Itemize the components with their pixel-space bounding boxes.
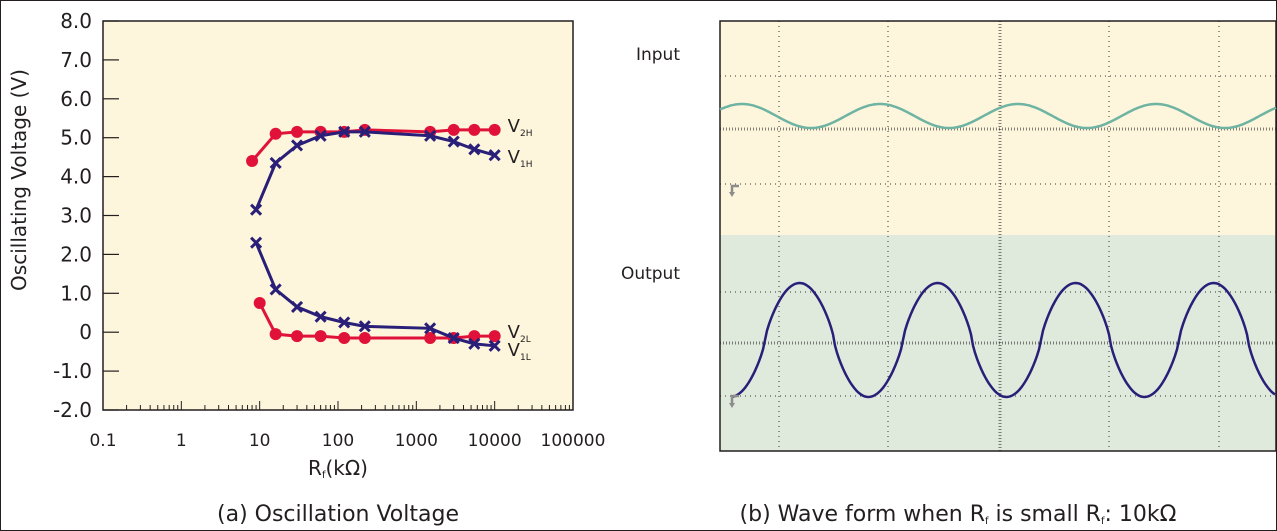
output-trace-label: Output (621, 264, 680, 284)
ground-marker-output (729, 394, 739, 408)
series-line-V1H (254, 130, 496, 211)
input-waveform (719, 102, 1277, 130)
data-point-V2H (269, 127, 282, 140)
data-point-V1L (338, 316, 351, 329)
x-tick-label: 1 (176, 431, 187, 451)
y-tick-label: -1.0 (53, 359, 92, 383)
data-point-V2L (291, 330, 304, 343)
x-tick-label: 1000 (395, 431, 438, 451)
output-panel (720, 235, 1276, 451)
data-point-V2L (488, 330, 501, 343)
series-label-V1L: V1L (508, 340, 531, 363)
chart-a-x-axis-label: Rf(kΩ) (308, 456, 368, 481)
data-point-V1L (290, 300, 304, 313)
chart-a-caption: (a) Oscillation Voltage (217, 502, 459, 527)
y-tick-label: -2.0 (53, 398, 92, 422)
data-point-V1H (250, 203, 263, 216)
y-tick-label: 1.0 (60, 281, 92, 305)
series-line-V1L (254, 242, 495, 348)
data-point-V1L (250, 236, 263, 249)
chart-a-y-axis: 8.0 7.0 6.0 5.0 4.0 3.0 2.0 1.0 0 -1.0 -2.0 (53, 9, 119, 422)
data-point-V2L (253, 297, 266, 310)
series-label-V1H: V1H (508, 147, 533, 170)
data-point-V1H (468, 143, 481, 156)
oscillation-voltage-chart: 8.0 7.0 6.0 5.0 4.0 3.0 2.0 1.0 0 -1.0 -2.0 0.1 1 10… (7, 9, 605, 527)
data-point-V1H (338, 125, 351, 138)
x-tick-label: 10000 (468, 431, 522, 451)
x-tick-label: 0.1 (89, 431, 116, 451)
data-point-V1H (447, 135, 460, 148)
y-tick-label: 7.0 (60, 48, 92, 72)
y-tick-label: 8.0 (60, 9, 92, 33)
data-point-V1L (424, 322, 437, 335)
waveform-frame (719, 20, 1277, 452)
data-point-V1L (358, 320, 371, 333)
series-label-V2L: V2L (508, 322, 531, 345)
chart-a-y-axis-label: Oscillating Voltage (V) (7, 69, 31, 291)
data-point-V2L (358, 332, 371, 345)
data-point-V1H (314, 129, 327, 142)
x-tick-label: 10 (249, 431, 271, 451)
data-point-V1L (269, 283, 282, 296)
data-point-V2H (246, 155, 259, 168)
waveform-chart: Input Output (b) Wave form when Rf is sm… (621, 20, 1277, 527)
y-tick-label: 3.0 (60, 204, 92, 228)
data-point-V2H (447, 123, 460, 136)
data-point-V2L (269, 328, 282, 341)
y-tick-label: 0 (79, 320, 92, 344)
data-point-V2H (488, 123, 501, 136)
y-tick-label: 4.0 (60, 165, 92, 189)
data-point-V1H (290, 139, 304, 152)
y-tick-label: 5.0 (60, 126, 92, 150)
chart-a-x-axis: 0.1 1 10 100 1000 10000 100000 (89, 401, 605, 451)
data-point-V1L (468, 337, 481, 350)
y-tick-label: 6.0 (60, 87, 92, 111)
data-point-V1H (424, 129, 437, 142)
data-point-V2H (291, 125, 304, 138)
chart-b-caption: (b) Wave form when Rf is small Rf: 10kΩ (740, 502, 1177, 527)
data-point-V1H (488, 149, 501, 162)
input-trace-label: Input (636, 45, 680, 65)
x-tick-label: 100000 (541, 431, 606, 451)
y-tick-label: 2.0 (60, 242, 92, 266)
data-point-V1L (314, 310, 327, 323)
data-point-V2L (314, 330, 327, 343)
data-point-V1H (358, 125, 371, 138)
data-point-V1L (447, 331, 460, 345)
data-point-V1L (488, 339, 501, 352)
waveform-grid (720, 21, 1276, 451)
series-line-V2L (258, 302, 495, 340)
data-point-V2H (468, 123, 481, 136)
chart-a-series (246, 123, 501, 352)
data-point-V2L (424, 332, 437, 345)
data-point-V1H (269, 156, 282, 170)
data-point-V2L (338, 332, 351, 345)
chart-a-plot-area (102, 20, 574, 411)
output-waveform (730, 281, 1276, 399)
series-label-V2H: V2H (508, 116, 533, 139)
ground-marker-input (729, 184, 739, 197)
x-tick-label: 100 (322, 431, 354, 451)
